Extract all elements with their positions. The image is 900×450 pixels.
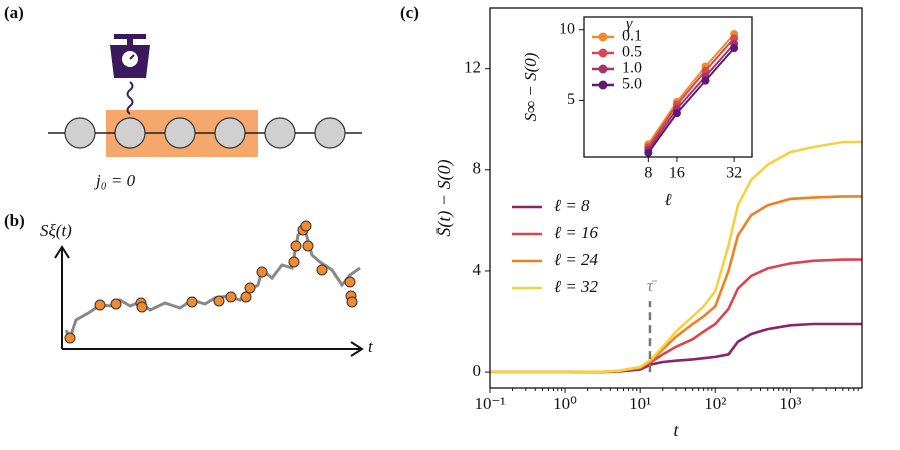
x-tick-label: 32 [726, 165, 742, 182]
legend-label: ℓ = 32 [554, 277, 599, 296]
y-axis-label: S∞ − S(0) [521, 52, 540, 121]
y-tick-label: 12 [464, 58, 481, 77]
marker [672, 109, 681, 118]
legend-marker [598, 48, 608, 58]
legend-label: 0.5 [622, 44, 642, 61]
y-tick-label: 4 [473, 260, 482, 279]
marker [730, 44, 739, 53]
y-axis-label: S̄(t) − S(0) [434, 159, 455, 236]
axis-label: t [368, 337, 374, 356]
x-tick-label: 8 [644, 165, 652, 182]
x-tick-label: 10³ [779, 394, 801, 413]
y-tick-label: 10 [559, 20, 575, 37]
marker [644, 148, 653, 157]
y-tick-label: 5 [567, 91, 575, 108]
axis-label: Sξ(t) [40, 221, 72, 240]
x-tick-label: 10¹ [629, 394, 651, 413]
series-line [647, 33, 735, 145]
y-tick-label: 8 [473, 159, 482, 178]
legend-label: ℓ = 24 [554, 250, 599, 269]
panel-label: (a) [4, 3, 24, 22]
series-line [490, 140, 862, 374]
series-line [647, 43, 735, 151]
series-line [647, 47, 735, 154]
legend-marker [598, 80, 608, 90]
trace [64, 227, 361, 342]
x-axis-label: ℓ [664, 190, 671, 209]
y-tick-label: 0 [473, 361, 482, 380]
frame [583, 16, 753, 158]
x-tick-label: 10² [704, 394, 726, 413]
marker [730, 34, 739, 43]
series-line [647, 37, 735, 148]
legend-label: 1.0 [622, 60, 642, 77]
legend-label: ℓ = 16 [554, 223, 599, 242]
panel-label: (c) [400, 3, 419, 22]
legend-label: 5.0 [622, 76, 642, 93]
scale-icon [110, 34, 150, 78]
measurement-points [64, 220, 358, 344]
plot-area [584, 17, 752, 157]
legend-marker [598, 64, 608, 74]
x-tick-label: 10⁰ [553, 394, 577, 413]
coupling [126, 81, 134, 115]
axes-arrows [54, 245, 364, 357]
panel-label: (b) [4, 211, 25, 230]
legend-label: 0.1 [622, 28, 642, 45]
x-tick-label: 16 [669, 165, 685, 182]
annotation-label: τ̄ [647, 276, 658, 295]
x-axis-label: t [673, 420, 679, 440]
sites [64, 117, 346, 149]
legend-marker [598, 32, 608, 42]
x-tick-label: 10⁻¹ [474, 394, 505, 413]
marker [701, 76, 710, 85]
legend-label: ℓ = 8 [554, 196, 590, 215]
site-label: j₀ = 0 [94, 171, 136, 190]
legend-title: γ [626, 16, 633, 33]
